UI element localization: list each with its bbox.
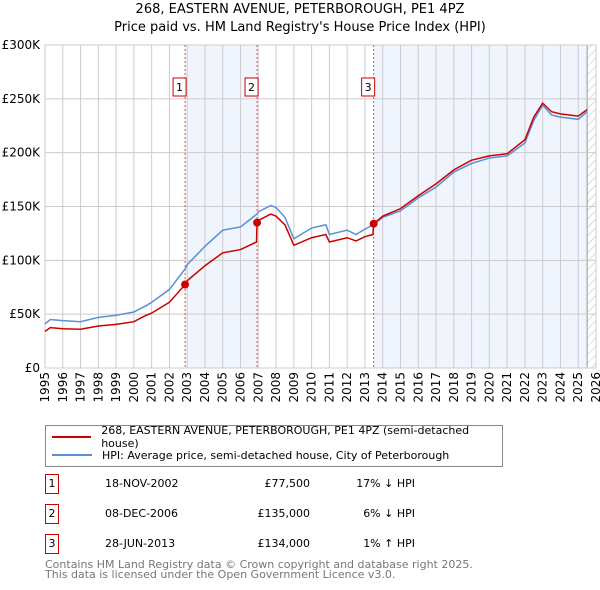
sale-label: 3 — [365, 81, 372, 94]
sale-point — [181, 280, 190, 289]
sale-hpi-diff: 6% ↓ HPI — [363, 507, 415, 520]
sale-marker-badge: 3 — [45, 534, 59, 554]
sale-date: 08-DEC-2006 — [105, 507, 179, 520]
legend-item-hpi: HPI: Average price, semi-detached house,… — [52, 447, 449, 463]
sale-label-box — [361, 77, 376, 97]
y-tick-label: £0 — [25, 361, 40, 375]
x-tick-label: 1999 — [109, 372, 123, 403]
blue-line-swatch — [52, 454, 92, 456]
x-tick-label: 2001 — [145, 372, 159, 403]
footer-copyright: Contains HM Land Registry data © Crown c… — [45, 558, 473, 571]
x-tick-label: 2003 — [180, 372, 194, 403]
x-tick-label: 2004 — [198, 372, 212, 403]
x-tick-label: 2014 — [376, 372, 390, 403]
sale-price: £134,000 — [257, 537, 311, 550]
chart-title: 268, EASTERN AVENUE, PETERBOROUGH, PE1 4… — [135, 2, 465, 17]
x-tick-label: 2005 — [216, 372, 230, 403]
x-tick-label: 2021 — [500, 372, 514, 403]
sale-hpi-diff: 1% ↑ HPI — [363, 537, 415, 550]
sale-marker-badge: 2 — [45, 504, 59, 524]
x-tick-label: 2015 — [393, 372, 407, 403]
x-tick-label: 2000 — [127, 372, 141, 403]
legend: 268, EASTERN AVENUE, PETERBOROUGH, PE1 4… — [45, 424, 503, 467]
x-tick-label: 2019 — [465, 372, 479, 403]
legend-item-property: 268, EASTERN AVENUE, PETERBOROUGH, PE1 4… — [52, 424, 502, 450]
sale-row-1: 1 18-NOV-2002 £77,500 17% ↓ HPI — [45, 474, 415, 494]
chart-subtitle: Price paid vs. HM Land Registry's House … — [114, 20, 486, 35]
x-tick-label: 1998 — [91, 372, 105, 403]
x-tick-label: 2012 — [340, 372, 354, 403]
x-tick-label: 2010 — [305, 372, 319, 403]
price-paid-line — [44, 101, 588, 333]
sale-row-3: 3 28-JUN-2013 £134,000 1% ↑ HPI — [45, 534, 415, 554]
sale-label: 1 — [176, 81, 183, 94]
x-tick-label: 2016 — [411, 372, 425, 403]
x-tick-label: 2022 — [518, 372, 532, 403]
footer-licence: This data is licensed under the Open Gov… — [45, 568, 396, 581]
sale-label-box — [172, 77, 187, 97]
y-tick-label: £50K — [9, 307, 41, 321]
y-tick-label: £200K — [2, 146, 42, 160]
x-tick-label: 2024 — [553, 372, 567, 403]
x-tick-label: 2009 — [287, 372, 301, 403]
sale-marker-badge: 1 — [45, 474, 59, 494]
sale-label: 2 — [248, 81, 255, 94]
x-tick-label: 1996 — [56, 372, 70, 403]
y-tick-label: £100K — [2, 253, 42, 267]
sale-point — [253, 218, 262, 227]
x-tick-label: 2018 — [447, 372, 461, 403]
footer: Contains HM Land Registry data © Crown c… — [45, 558, 473, 581]
sale-date: 18-NOV-2002 — [105, 477, 179, 490]
sale-date: 28-JUN-2013 — [105, 537, 176, 550]
legend-label: 268, EASTERN AVENUE, PETERBOROUGH, PE1 4… — [101, 424, 470, 450]
x-tick-label: 1997 — [74, 372, 88, 403]
x-tick-label: 2025 — [571, 372, 585, 403]
sale-label-box — [244, 77, 259, 97]
sale-hpi-diff: 17% ↓ HPI — [356, 477, 415, 490]
sale-price: £135,000 — [257, 507, 311, 520]
x-tick-label: 2017 — [429, 372, 443, 403]
y-tick-label: £150K — [2, 200, 42, 214]
y-tick-label: £250K — [2, 92, 42, 106]
price-chart: 1995 1996 1997 1998 1999 2000 2001 2002 2003 2004… — [2, 38, 600, 403]
hpi-line — [44, 104, 588, 325]
sale-point — [369, 219, 378, 228]
sale-price: £77,500 — [264, 477, 311, 490]
x-tick-label: 2013 — [358, 372, 372, 403]
x-tick-label: 2026 — [589, 372, 600, 403]
x-tick-label: 1995 — [38, 372, 52, 403]
x-tick-label: 2007 — [251, 372, 265, 403]
sale-row-2: 2 08-DEC-2006 £135,000 6% ↓ HPI — [45, 504, 415, 524]
x-tick-label: 2006 — [234, 372, 248, 403]
y-tick-label: £300K — [2, 38, 42, 52]
red-line-swatch — [52, 436, 92, 438]
legend-label: HPI: Average price, semi-detached house,… — [102, 448, 450, 462]
x-tick-label: 2011 — [322, 372, 336, 403]
x-tick-label: 2008 — [269, 372, 283, 403]
x-tick-label: 2002 — [162, 372, 176, 403]
plot-frame — [44, 44, 597, 369]
x-tick-label: 2020 — [482, 372, 496, 403]
x-tick-label: 2023 — [536, 372, 550, 403]
